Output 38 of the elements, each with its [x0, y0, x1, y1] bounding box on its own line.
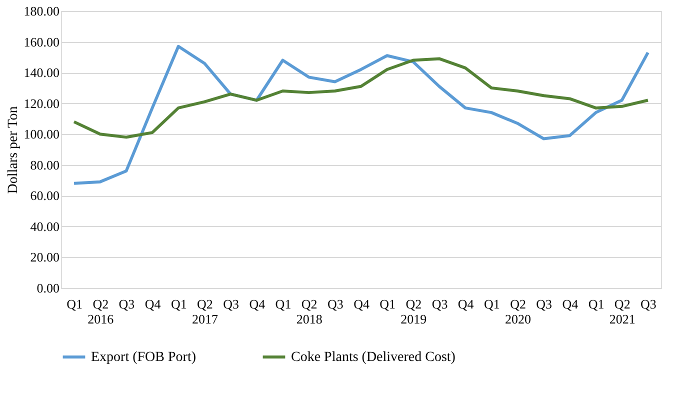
x-tick-label: Q4 — [249, 296, 266, 312]
y-tick-label: 60.00 — [30, 188, 60, 204]
x-tick-label: Q2 2019 — [400, 296, 427, 326]
x-tick-label: Q4 — [144, 296, 162, 312]
x-tick-label: Q4 — [562, 296, 579, 312]
y-tick-label: 160.00 — [24, 34, 60, 50]
y-tick-label: 0.00 — [36, 280, 60, 296]
x-tick-label: Q3 — [640, 296, 656, 312]
y-tick-label: 40.00 — [30, 218, 60, 234]
x-tick-label: Q3 — [536, 296, 552, 312]
x-tick-label: Q1 — [588, 296, 604, 312]
x-tick-label: Q2 2020 — [505, 296, 532, 326]
x-tick-label: Q1 — [66, 296, 82, 312]
y-tick-label: 80.00 — [30, 157, 60, 172]
legend-label: Export (FOB Port) — [91, 350, 196, 365]
x-tick-label: Q3 — [432, 296, 448, 312]
x-tick-label: Q4 — [458, 296, 474, 312]
y-tick-label: 100.00 — [24, 126, 60, 142]
x-tick-label: Q1 — [170, 296, 187, 312]
x-tick-label: Q2 2021 — [609, 296, 636, 326]
x-tick-label: Q1 — [380, 296, 396, 312]
x-tick-label: Q3 — [118, 296, 135, 312]
y-axis-title: Dollars per Ton — [6, 106, 21, 194]
y-tick-label: 180.00 — [24, 4, 60, 18]
legend-label: Coke Plants (Delivered Cost) — [291, 350, 456, 365]
x-tick-label: Q2 2016 — [88, 296, 114, 326]
x-tick-label: Q3 — [327, 296, 344, 312]
line-series — [72, 44, 650, 185]
y-tick-label: 140.00 — [24, 65, 60, 80]
x-tick-label: Q3 — [223, 296, 240, 312]
x-tick-label: Q1 — [484, 296, 500, 312]
x-tick-label: Q2 2018 — [296, 296, 322, 326]
x-tick-label: Q1 — [275, 296, 292, 312]
y-tick-label: 120.00 — [24, 96, 60, 111]
x-tick-label: Q4 — [354, 296, 370, 312]
y-tick-label: 20.00 — [30, 250, 60, 265]
line-series — [72, 57, 650, 139]
x-tick-label: Q2 2017 — [192, 296, 218, 326]
